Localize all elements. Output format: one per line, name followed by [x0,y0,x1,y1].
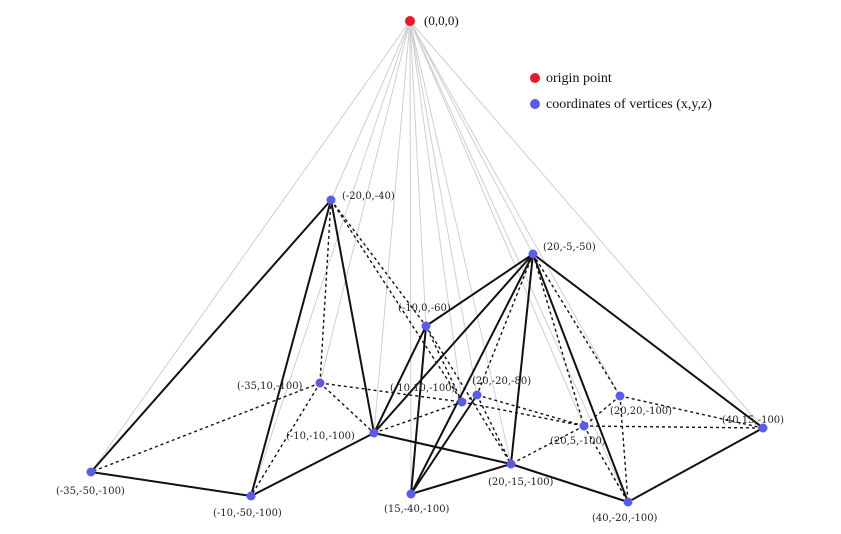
dashed-edge-eg [319,382,375,434]
vertex-point-h [615,391,625,401]
vertex-point-b [528,249,538,259]
vertex-label-b: (20,-5,-50) [543,242,596,253]
vertex-label-l: (-10,-50,-100) [213,508,282,519]
vertex-label-g: (-10,-10,-100) [286,431,355,442]
legend: origin point coordinates of vertices (x,… [530,71,712,112]
ray-n [409,20,512,465]
origin-label: (0,0,0) [424,13,459,28]
solid-edge-ak [90,199,332,473]
ray-l [250,20,411,497]
dashed-edge-bh [532,253,621,397]
ray-p [409,20,629,503]
vertex-label-n: (20,-15,-100) [488,477,554,488]
ray-m [409,20,412,495]
ray-e [319,20,411,384]
vertex-point-p [623,497,633,507]
dashed-edge-bd [476,253,534,396]
solid-edge-md [410,394,478,495]
vertex-labels: (0,0,0) (-20,0,-40) (20,-5,-50) (-10,0,-60)… [56,13,784,524]
dashed-edge-ip [583,425,629,503]
ray-i [409,20,585,427]
ray-d [409,20,478,396]
solid-edge-ag [330,199,375,434]
dashed-edge-hi [583,395,621,427]
vertex-point-d [472,390,482,400]
vertex-label-a: (-20,0,-40) [342,191,395,202]
legend-vertex-marker [530,99,540,109]
solid-edge-gc [373,325,427,434]
vertex-label-d: (20,-20,-80) [472,376,531,387]
vertex-point-f [457,397,467,407]
vertex-label-j: (40,15,-100) [722,415,784,426]
dashed-edge-el [250,382,321,497]
solid-edge-nb [510,253,534,465]
dashed-edge-ac [330,199,427,327]
vertex-label-h: (20,20,-100) [610,406,672,417]
vertex-label-f: (-10,10,-100) [390,383,456,394]
ray-h [409,20,621,397]
vertex-label-c: (-10,0,-60) [398,303,451,314]
dashed-edge-ek [90,382,321,473]
legend-origin-label: origin point [546,71,612,86]
vertex-label-e: (-35,10,-100) [237,381,303,392]
vertex-point-c [421,321,431,331]
visible-edges [90,199,764,503]
hidden-edges [90,199,764,503]
vertex-point-e [315,378,325,388]
vertex-point-n [506,459,516,469]
ray-k [90,20,411,473]
vertex-label-p: (40,-20,-100) [592,513,658,524]
solid-edge-lg [250,432,375,497]
dashed-edge-di [476,394,585,427]
origin-point [405,16,415,26]
dashed-edge-af [330,199,463,403]
solid-edge-mb [410,253,534,495]
dashed-edge-hj [619,395,764,429]
vertex-point-a [326,195,336,205]
dashed-edge-dn [476,394,512,465]
vertex-points [86,16,768,507]
solid-edge-cb [425,253,534,327]
dashed-edge-ae [319,199,332,384]
vertex-label-m: (15,-40,-100) [384,504,450,515]
legend-vertex-label: coordinates of vertices (x,y,z) [546,97,712,112]
ray-b [409,20,534,255]
ray-j [409,20,764,429]
solid-edge-cm [410,325,427,495]
solid-edge-gb [373,253,534,434]
vertex-point-j [758,423,768,433]
dashed-edge-ij [583,425,764,429]
vertex-label-i: (20,5,-100) [550,436,606,447]
vertex-point-k [86,467,96,477]
ray-f [409,20,463,403]
solid-edge-np [510,463,629,503]
solid-edge-mn [410,463,512,495]
ray-a [330,20,411,201]
dashed-edge-bi [532,253,585,427]
vertex-point-m [406,489,416,499]
solid-edge-jb [532,253,764,429]
projection-rays [90,20,764,503]
dashed-edge-in [510,425,585,465]
vertex-point-i [579,421,589,431]
solid-edge-pb [532,253,629,503]
ray-g [373,20,411,434]
solid-edge-kl [90,471,252,497]
vertex-point-g [369,428,379,438]
vertex-point-l [246,491,256,501]
solid-edge-al [250,199,332,497]
solid-edge-pj [627,427,764,503]
vertex-label-k: (-35,-50,-100) [56,486,125,497]
ray-c [409,20,427,327]
dashed-edge-fc [425,325,463,403]
legend-origin-marker [530,73,540,83]
